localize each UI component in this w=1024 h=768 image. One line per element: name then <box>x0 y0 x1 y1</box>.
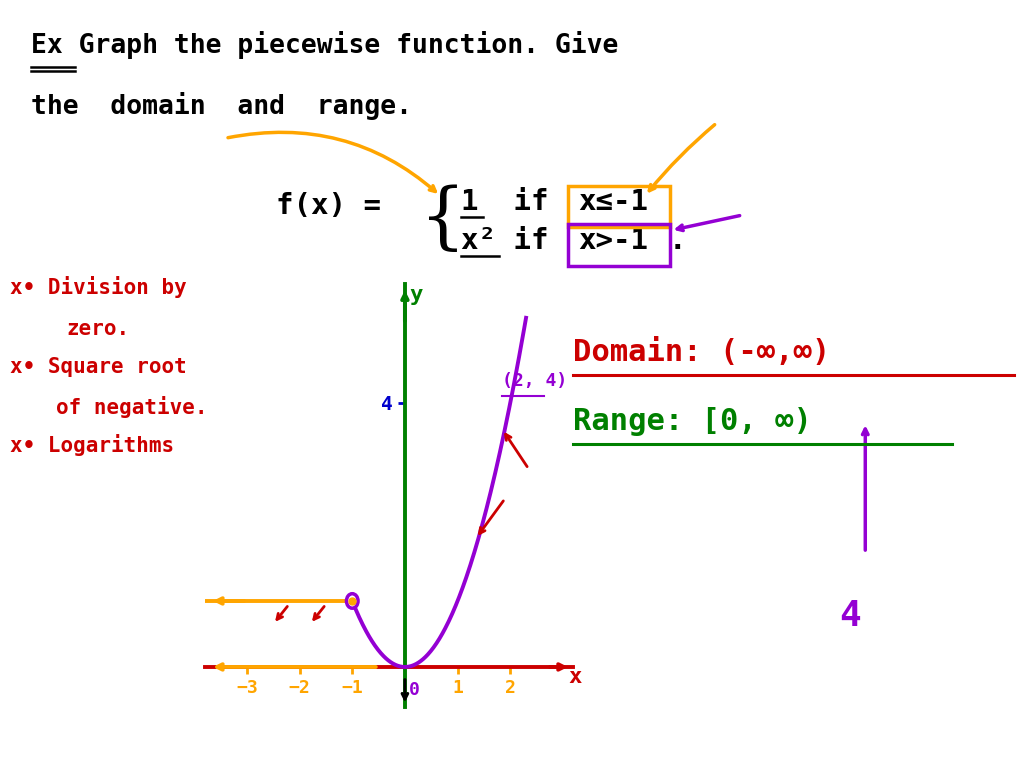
Text: x>-1: x>-1 <box>579 227 648 254</box>
Text: x² if: x² if <box>461 227 548 254</box>
Text: .: . <box>669 227 686 254</box>
Text: x≤-1: x≤-1 <box>579 188 648 216</box>
Text: of negative.: of negative. <box>56 396 208 418</box>
Circle shape <box>346 594 358 608</box>
Text: (2, 4): (2, 4) <box>503 372 567 390</box>
Text: the  domain  and  range.: the domain and range. <box>31 92 412 120</box>
Text: 1  if: 1 if <box>461 188 548 216</box>
Text: Domain: (-∞,∞): Domain: (-∞,∞) <box>573 338 830 367</box>
Text: Range: [0, ∞): Range: [0, ∞) <box>573 407 812 436</box>
Text: Ex Graph the piecewise function. Give: Ex Graph the piecewise function. Give <box>31 31 618 58</box>
Text: 0: 0 <box>409 680 420 699</box>
Text: x• Division by: x• Division by <box>10 276 187 299</box>
Text: x• Square root: x• Square root <box>10 357 187 377</box>
Text: x: x <box>568 667 582 687</box>
Text: f(x) =: f(x) = <box>276 192 382 220</box>
Text: y: y <box>410 285 423 305</box>
Text: {: { <box>420 184 466 255</box>
Text: 4: 4 <box>840 599 861 633</box>
Text: zero.: zero. <box>67 319 130 339</box>
Text: x• Logarithms: x• Logarithms <box>10 434 174 456</box>
